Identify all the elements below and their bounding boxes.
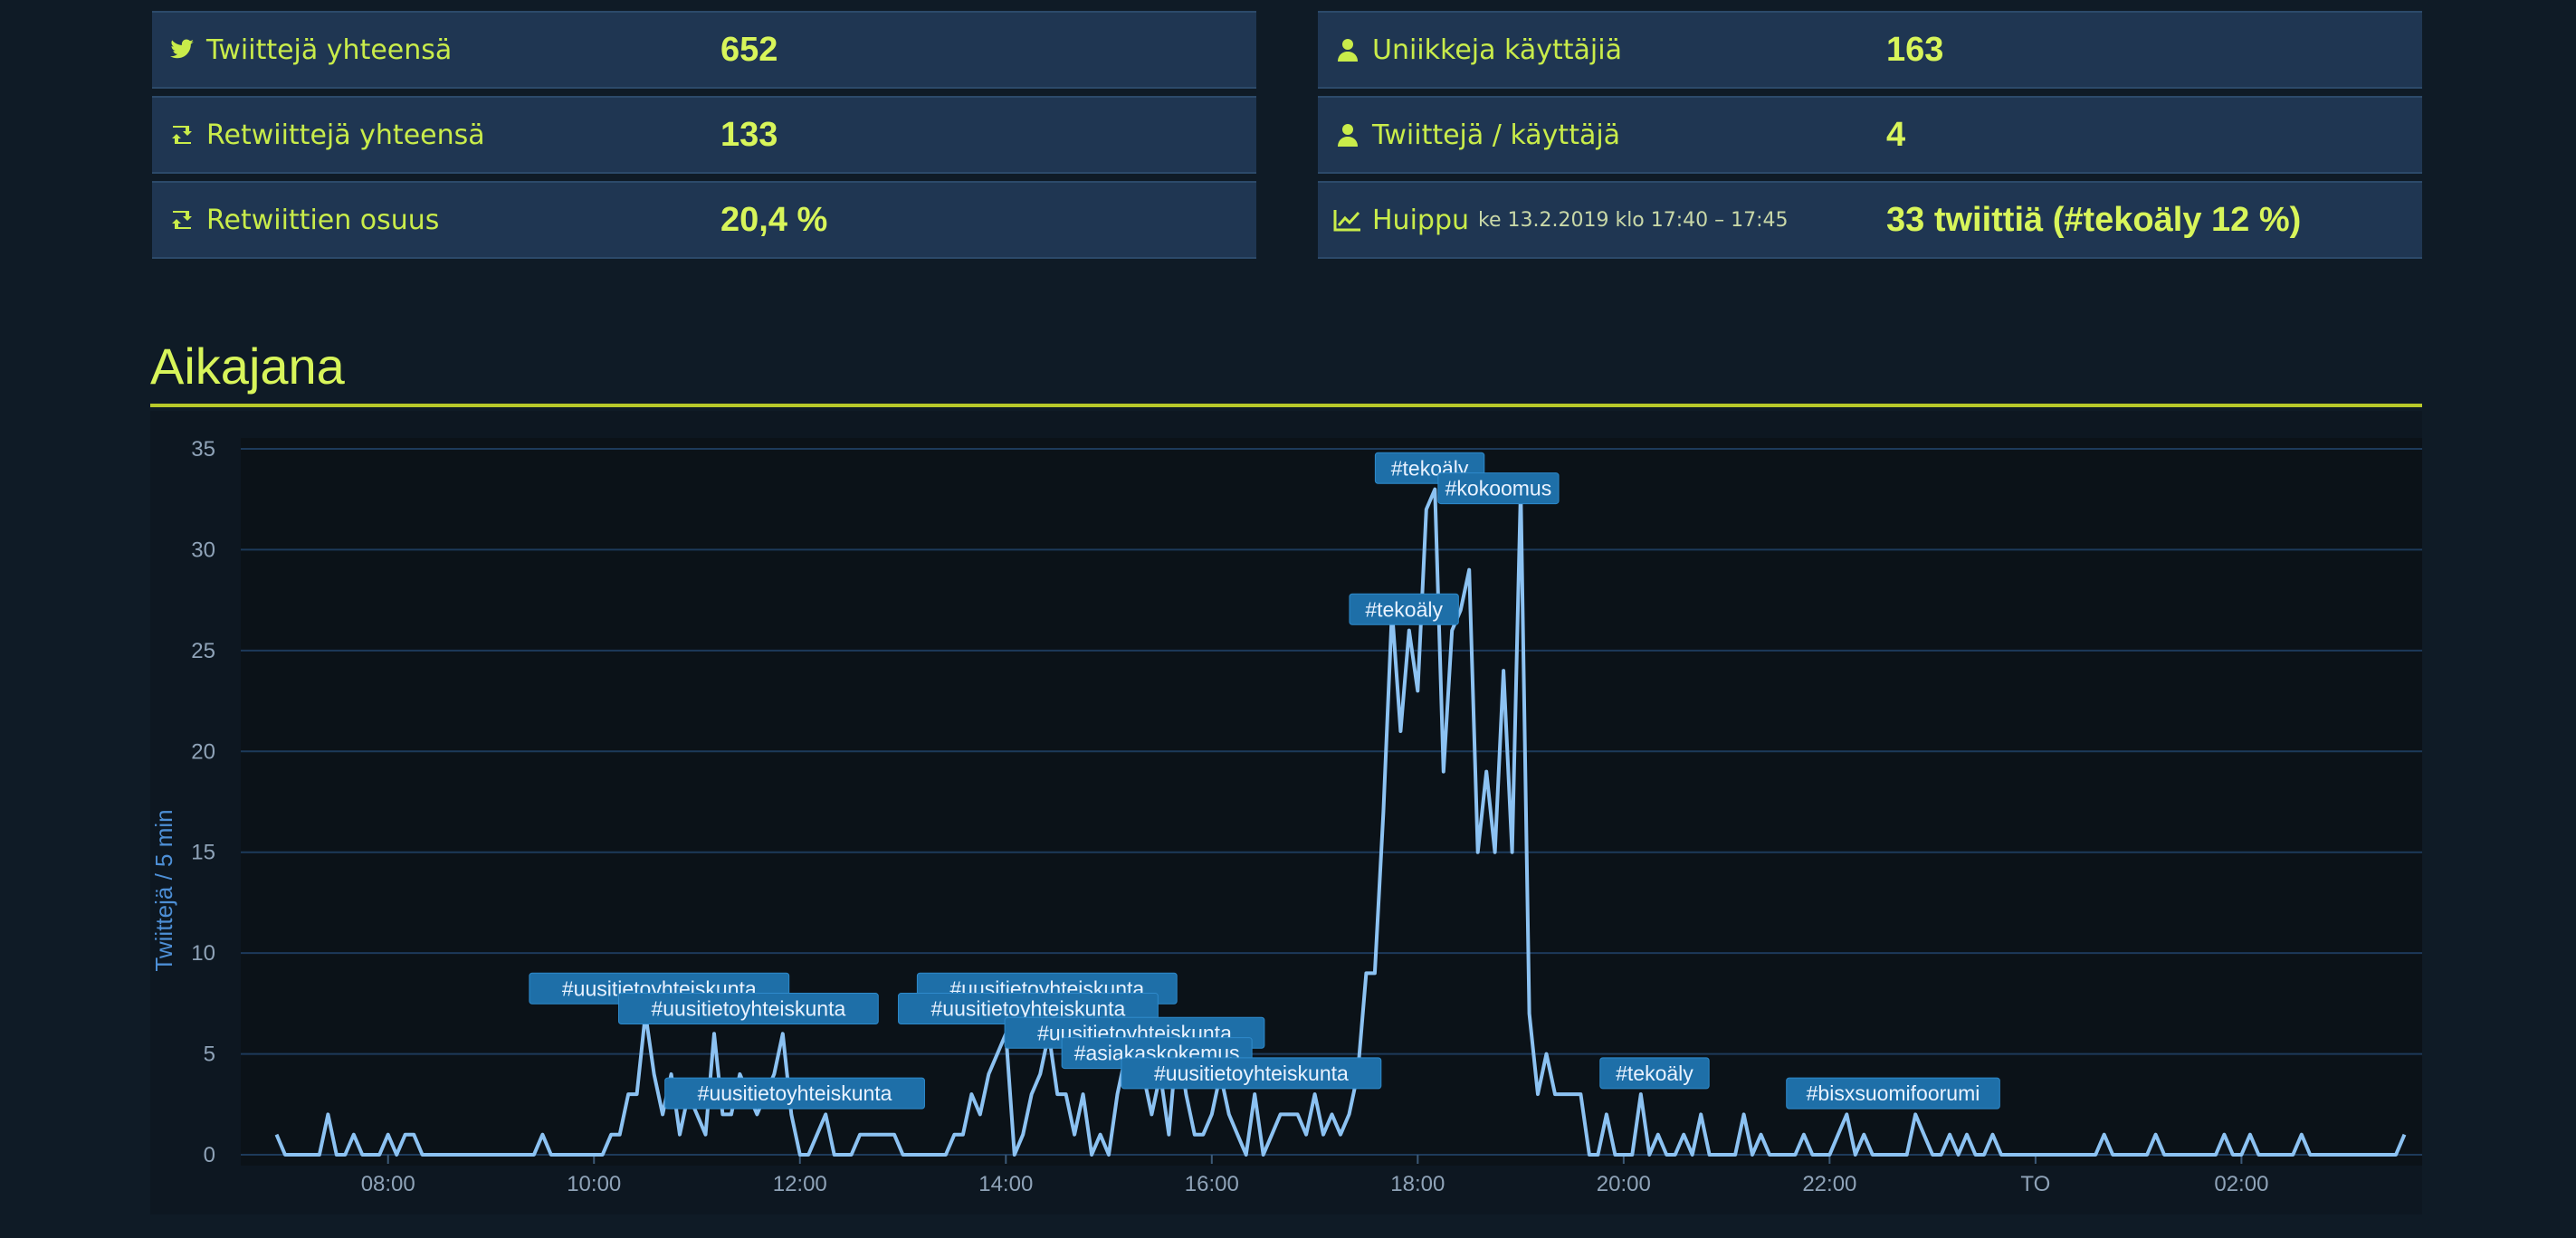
annotation-label: #uusitietoyhteiskunta <box>1121 1057 1382 1090</box>
x-tick-label: 02:00 <box>2214 1172 2268 1196</box>
stat-label-tweets-per-user: Twiittejä / käyttäjä <box>1372 119 1621 151</box>
stat-value-total-tweets: 652 <box>720 30 778 69</box>
user-icon <box>1332 121 1363 148</box>
x-tick-label: 20:00 <box>1597 1172 1651 1196</box>
stat-row-retweet-share: Retwiittien osuus 20,4 % <box>152 181 1256 259</box>
annotation-box <box>1437 472 1560 505</box>
stat-peak-time: ke 13.2.2019 klo 17:40 – 17:45 <box>1478 208 1789 232</box>
annotation-text: #uusitietoyhteiskunta <box>698 1081 892 1105</box>
stat-label-total-tweets: Twiittejä yhteensä <box>206 33 453 66</box>
stat-row-peak: Huippu ke 13.2.2019 klo 17:40 – 17:45 33… <box>1318 181 2422 259</box>
timeline-title: Aikajana <box>150 338 345 395</box>
x-tick-label: 18:00 <box>1390 1172 1445 1196</box>
annotation-label: #uusitietoyhteiskunta <box>664 1077 925 1109</box>
y-tick-label: 30 <box>191 538 215 562</box>
y-axis-label: Twiittejä / 5 min <box>150 809 177 971</box>
timeline-chart-svg: Twiittejä / 5 min 0 5 10 15 20 25 30 35 08:00 10:… <box>150 437 2422 1196</box>
x-tick-label: 16:00 <box>1185 1172 1239 1196</box>
stat-row-total-tweets: Twiittejä yhteensä 652 <box>152 11 1256 89</box>
annotation-box <box>1121 1057 1382 1090</box>
timeline-divider <box>150 404 2422 407</box>
annotation-text: #uusitietoyhteiskunta <box>651 997 845 1021</box>
stat-label-unique-users: Uniikkeja käyttäjiä <box>1372 33 1622 66</box>
line-chart-icon <box>1332 206 1363 233</box>
y-tick-label: 20 <box>191 739 215 764</box>
x-tick-label: 08:00 <box>361 1172 415 1196</box>
stat-label-retweet-share: Retwiittien osuus <box>206 204 440 236</box>
timeline-chart: Twiittejä / 5 min 0 5 10 15 20 25 30 35 08:00 10:… <box>150 411 2422 1214</box>
annotation-label: #bisxsuomifoorumi <box>1786 1077 2000 1109</box>
stats-table-left: Twiittejä yhteensä 652 Retwiittejä yhtee… <box>152 11 1256 266</box>
x-tick-label: 10:00 <box>567 1172 621 1196</box>
x-tick-label: 12:00 <box>773 1172 827 1196</box>
twitter-icon <box>167 36 197 63</box>
tweet-volume-line <box>274 487 2407 1157</box>
annotation-box <box>1786 1077 2000 1109</box>
stat-label-peak: Huippu <box>1372 204 1470 236</box>
annotation-box <box>1349 593 1459 625</box>
annotation-label: #uusitietoyhteiskunta <box>898 993 1159 1025</box>
annotation-box <box>664 1077 925 1109</box>
stat-row-unique-users: Uniikkeja käyttäjiä 163 <box>1318 11 2422 89</box>
y-tick-label: 10 <box>191 941 215 966</box>
annotation-text: #uusitietoyhteiskunta <box>931 997 1126 1021</box>
annotation-label: #kokoomus <box>1437 472 1560 505</box>
annotation-label: #uusitietoyhteiskunta <box>617 993 879 1025</box>
x-tick-label: 14:00 <box>978 1172 1033 1196</box>
annotation-text: #kokoomus <box>1445 477 1552 500</box>
x-tick-label: 22:00 <box>1802 1172 1856 1196</box>
y-tick-label: 15 <box>191 841 215 865</box>
stat-label-total-retweets: Retwiittejä yhteensä <box>206 119 485 151</box>
annotation-label: #tekoäly <box>1349 593 1459 625</box>
annotation-text: #tekoäly <box>1365 597 1443 621</box>
plot-area <box>241 438 2422 1166</box>
annotation-text: #bisxsuomifoorumi <box>1807 1081 1980 1105</box>
stat-value-peak: 33 twiittiä (#tekoäly 12 %) <box>1886 200 2302 239</box>
retweet-icon <box>167 121 197 148</box>
user-icon <box>1332 36 1363 63</box>
y-tick-label: 35 <box>191 437 215 462</box>
stat-row-tweets-per-user: Twiittejä / käyttäjä 4 <box>1318 96 2422 174</box>
annotation-text: #uusitietoyhteiskunta <box>1154 1062 1349 1085</box>
stats-table-right: Uniikkeja käyttäjiä 163 Twiittejä / käyt… <box>1318 11 2422 266</box>
annotation-box <box>617 993 879 1025</box>
y-tick-label: 5 <box>204 1043 215 1067</box>
annotation-box <box>1599 1057 1710 1090</box>
stat-value-total-retweets: 133 <box>720 115 778 154</box>
stat-value-unique-users: 163 <box>1886 30 1944 69</box>
stat-value-tweets-per-user: 4 <box>1886 115 1906 154</box>
stat-value-retweet-share: 20,4 % <box>720 200 828 239</box>
x-tick-label: TO <box>2020 1172 2050 1196</box>
annotation-text: #tekoäly <box>1616 1062 1693 1085</box>
y-tick-label: 0 <box>204 1143 215 1167</box>
stat-row-total-retweets: Retwiittejä yhteensä 133 <box>152 96 1256 174</box>
annotation-label: #tekoäly <box>1599 1057 1710 1090</box>
retweet-icon <box>167 206 197 233</box>
y-tick-label: 25 <box>191 639 215 663</box>
